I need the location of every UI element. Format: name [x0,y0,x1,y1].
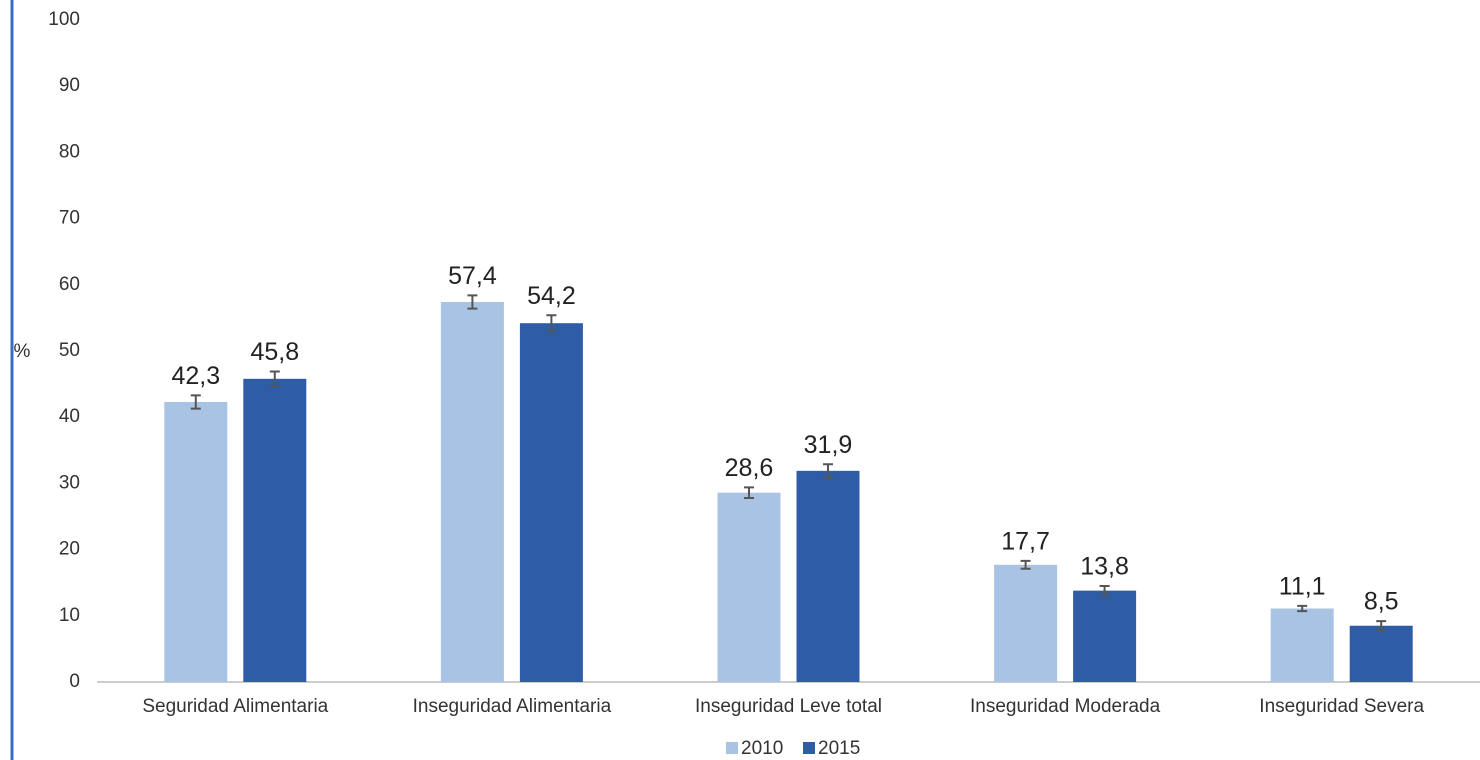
error-bar [1099,585,1110,597]
value-label: 28,6 [725,454,774,482]
bar [440,302,504,682]
y-tick-label: 10 [59,605,80,626]
error-bar [1297,604,1308,613]
x-tick-label: Inseguridad Moderada [970,696,1161,717]
x-tick-label: Inseguridad Alimentaria [413,696,612,717]
value-label: 54,2 [527,282,576,310]
y-tick-label: 40 [59,406,80,427]
error-bar [269,370,280,388]
error-bar [744,486,754,499]
value-label: 31,9 [804,431,853,459]
value-label: 45,8 [250,338,299,366]
legend-label: 2010 [741,738,783,759]
bar [1073,590,1137,682]
x-tick-label: Seguridad Alimentaria [142,696,328,717]
bar [796,470,860,682]
error-bar [823,463,833,479]
y-tick-label: 100 [48,9,80,30]
error-bar [467,294,478,310]
bar [717,492,781,682]
value-label: 11,1 [1279,572,1326,600]
error-bar [1020,559,1031,570]
value-label: 17,7 [1001,527,1050,555]
value-label: 13,8 [1080,553,1129,581]
bar [164,401,228,682]
y-tick-label: 0 [69,671,80,692]
x-tick-label: Inseguridad Severa [1259,696,1424,717]
value-label: 8,5 [1364,588,1399,616]
y-axis-label: % [14,341,31,362]
y-tick-label: 20 [59,539,80,560]
bar [1270,608,1334,682]
error-bar [1376,620,1387,632]
y-tick-label: 30 [59,472,80,493]
bar [519,323,583,682]
x-tick-label: Inseguridad Leve total [695,696,882,717]
legend-swatch [803,742,815,754]
bar [1349,625,1413,682]
bar [243,378,307,682]
y-tick-label: 60 [59,274,80,295]
error-bar [546,314,557,333]
bar [994,564,1058,682]
value-label: 42,3 [171,362,220,390]
y-tick-label: 90 [59,75,80,96]
error-bar [190,394,201,410]
legend-swatch [726,742,738,754]
legend-label: 2015 [818,738,860,759]
y-tick-label: 70 [59,208,80,229]
y-tick-label: 80 [59,141,80,162]
y-tick-label: 50 [59,340,80,361]
value-label: 57,4 [448,262,497,290]
